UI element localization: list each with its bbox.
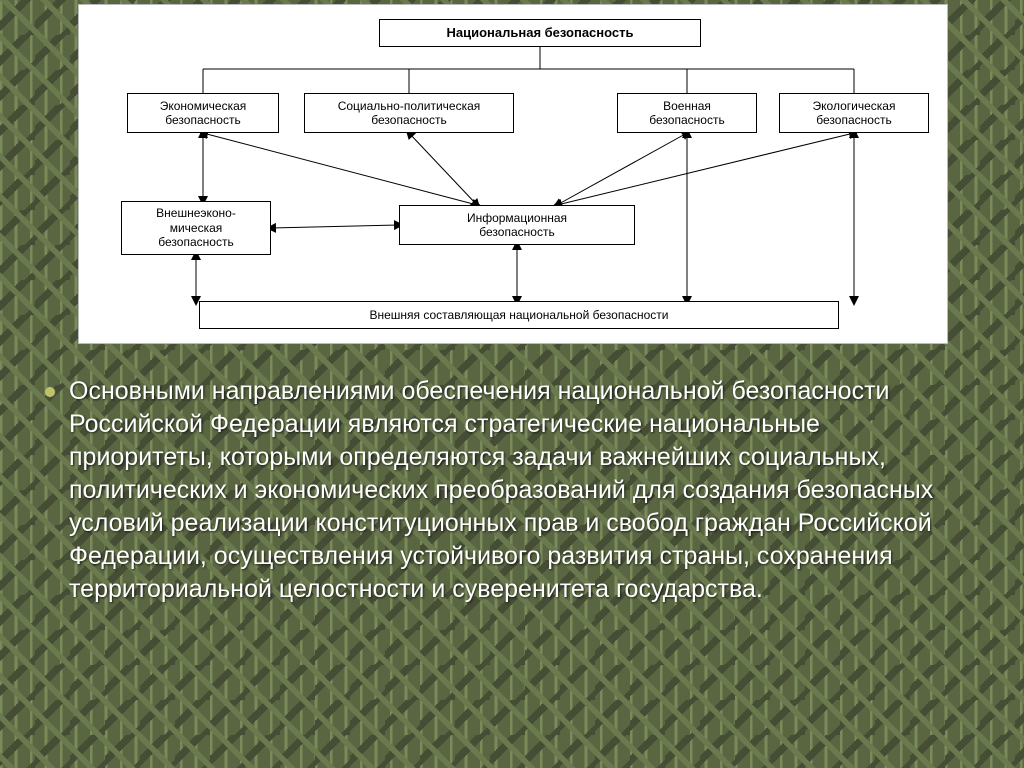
node-econ: Экономическая безопасность — [127, 93, 279, 133]
node-mil: Военная безопасность — [617, 93, 757, 133]
bullet-text: Основными направлениями обеспечения наци… — [69, 375, 964, 606]
bullet-paragraph: Основными направлениями обеспечения наци… — [45, 375, 964, 606]
node-extec: Внешнеэконо- мическая безопасность — [121, 201, 271, 255]
node-ecol: Экологическая безопасность — [779, 93, 929, 133]
node-info: Информационная безопасность — [399, 205, 635, 245]
diagram-panel: Национальная безопасность Экономическая б… — [78, 4, 948, 344]
node-root: Национальная безопасность — [379, 19, 701, 47]
bullet-dot-icon — [45, 387, 55, 397]
diagram-edges — [79, 5, 949, 345]
node-socp: Социально-политическая безопасность — [304, 93, 514, 133]
node-ext: Внешняя составляющая национальной безопа… — [199, 301, 839, 329]
